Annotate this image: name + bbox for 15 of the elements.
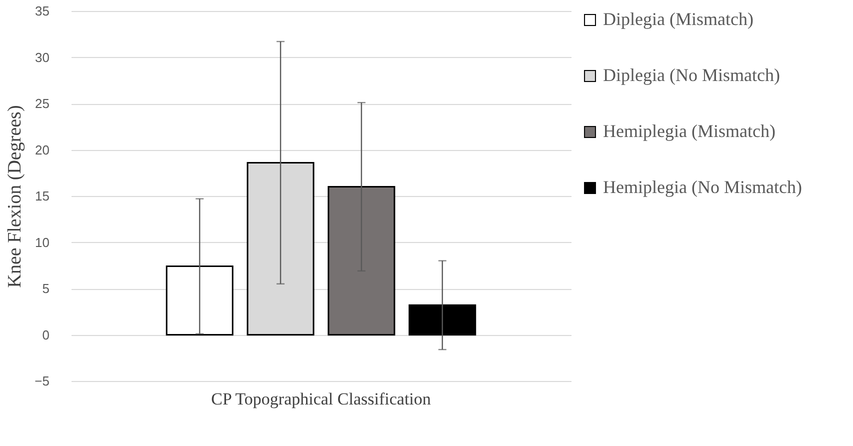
legend-label: Hemiplegia (Mismatch) bbox=[603, 121, 776, 141]
y-tick-label: 20 bbox=[35, 142, 50, 158]
y-tick-label: 0 bbox=[42, 327, 50, 342]
y-tick-label: 10 bbox=[35, 234, 50, 250]
y-tick-label: 25 bbox=[35, 96, 50, 111]
legend-label: Hemiplegia (No Mismatch) bbox=[603, 177, 802, 197]
y-tick-label: 30 bbox=[35, 50, 50, 65]
y-tick-label: 15 bbox=[35, 188, 50, 204]
legend-label: Diplegia (No Mismatch) bbox=[603, 65, 780, 85]
y-tick-label: 5 bbox=[42, 281, 50, 296]
y-axis-title: Knee Flexion (Degrees) bbox=[4, 105, 26, 288]
x-tick-label: CP Topographical Classification bbox=[211, 390, 432, 408]
y-tick-label: 35 bbox=[35, 4, 50, 18]
legend-label: Diplegia (Mismatch) bbox=[603, 9, 754, 29]
y-tick-label: −5 bbox=[34, 374, 50, 388]
